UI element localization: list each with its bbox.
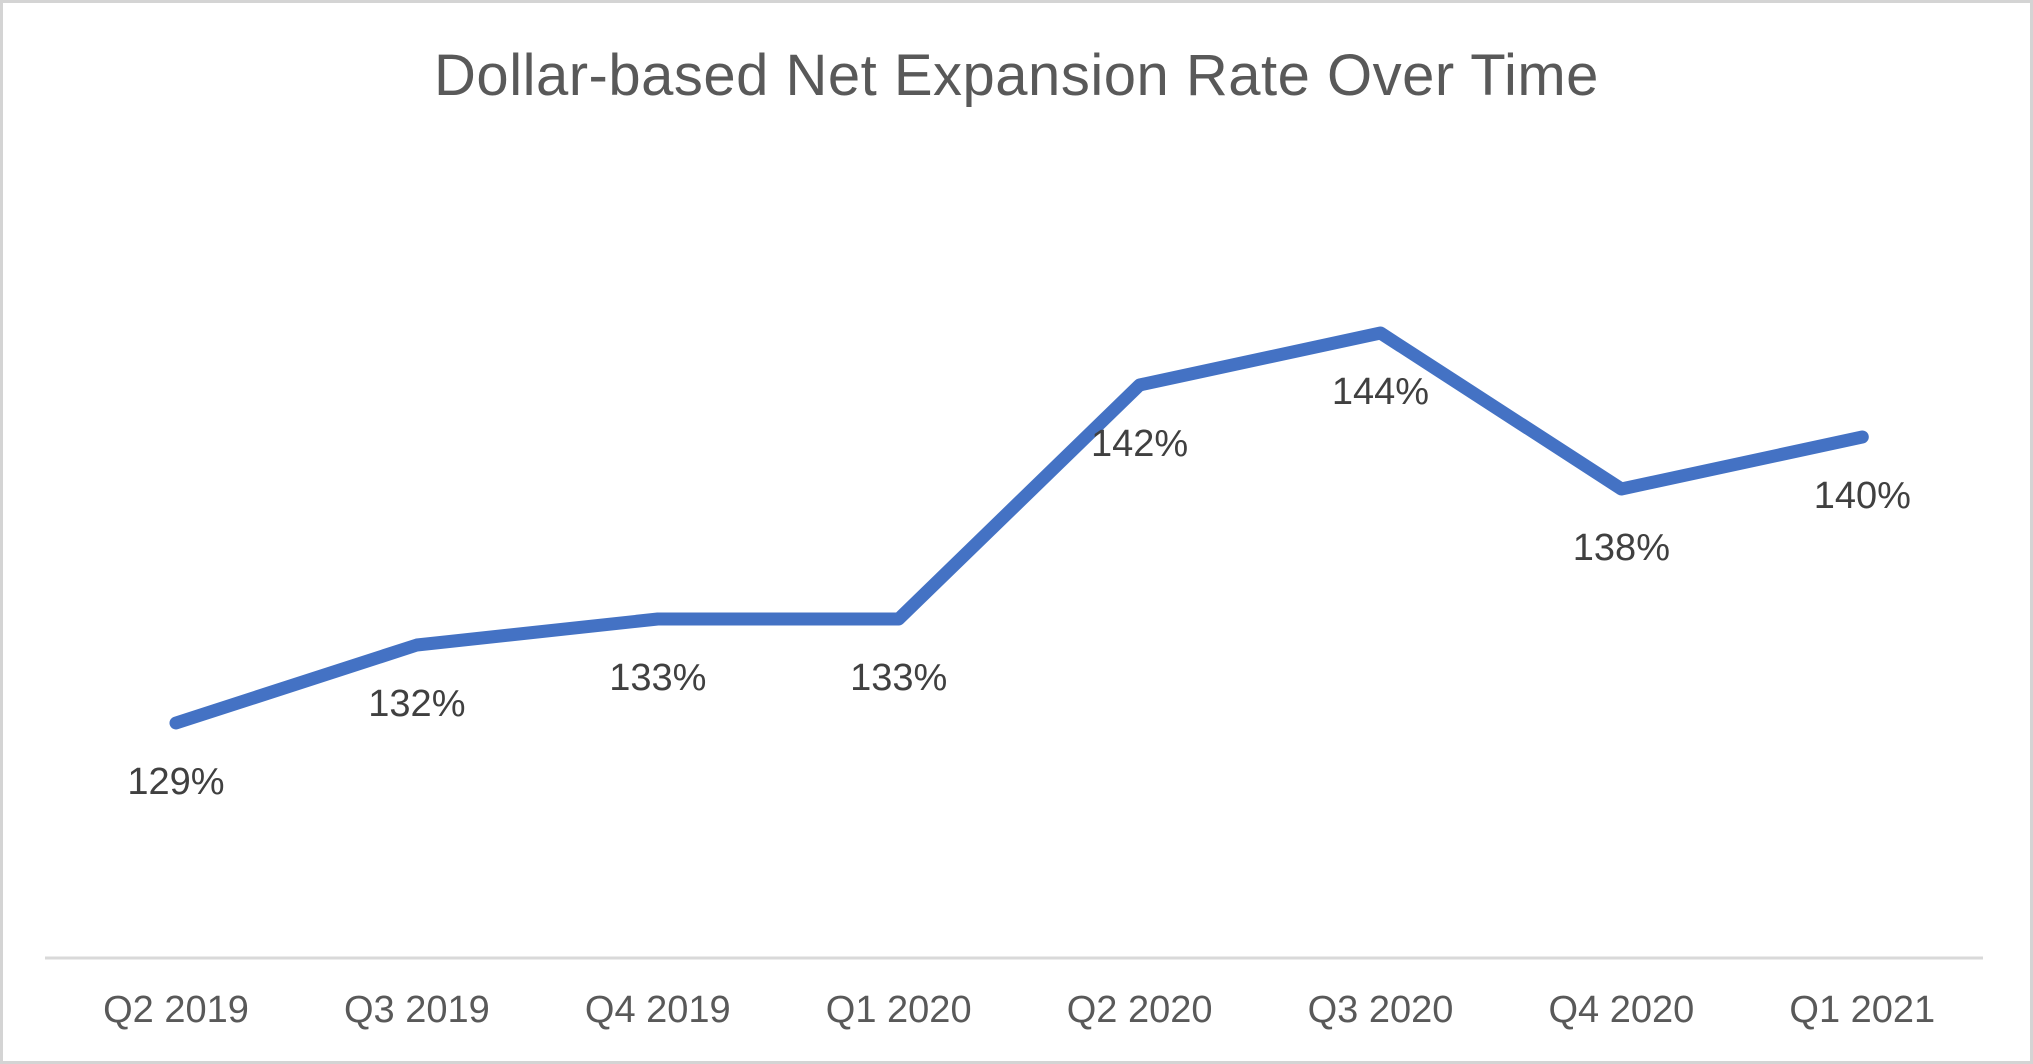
x-axis-tick-label: Q1 2021 bbox=[1789, 989, 1936, 1031]
x-axis-tick-label: Q1 2020 bbox=[825, 989, 972, 1031]
x-axis-tick-label: Q2 2019 bbox=[103, 989, 249, 1031]
chart-title: Dollar-based Net Expansion Rate Over Tim… bbox=[434, 43, 1599, 108]
x-axis-tick-label: Q3 2020 bbox=[1307, 989, 1454, 1031]
x-axis-tick-label: Q2 2020 bbox=[1066, 989, 1213, 1031]
data-label: 132% bbox=[368, 683, 466, 725]
data-label: 138% bbox=[1572, 527, 1670, 569]
x-axis-tick-label: Q3 2019 bbox=[343, 989, 490, 1031]
plot-area bbox=[45, 326, 1983, 960]
data-label: 133% bbox=[609, 657, 707, 699]
data-label: 140% bbox=[1813, 475, 1911, 517]
data-label: 129% bbox=[127, 761, 225, 803]
x-axis-tick-label: Q4 2019 bbox=[584, 989, 731, 1031]
data-label: 144% bbox=[1331, 371, 1430, 413]
data-label: 133% bbox=[850, 657, 948, 699]
x-axis-tick-label: Q4 2020 bbox=[1548, 989, 1695, 1031]
expansion-rate-line bbox=[169, 326, 1869, 730]
data-label: 142% bbox=[1090, 423, 1189, 465]
